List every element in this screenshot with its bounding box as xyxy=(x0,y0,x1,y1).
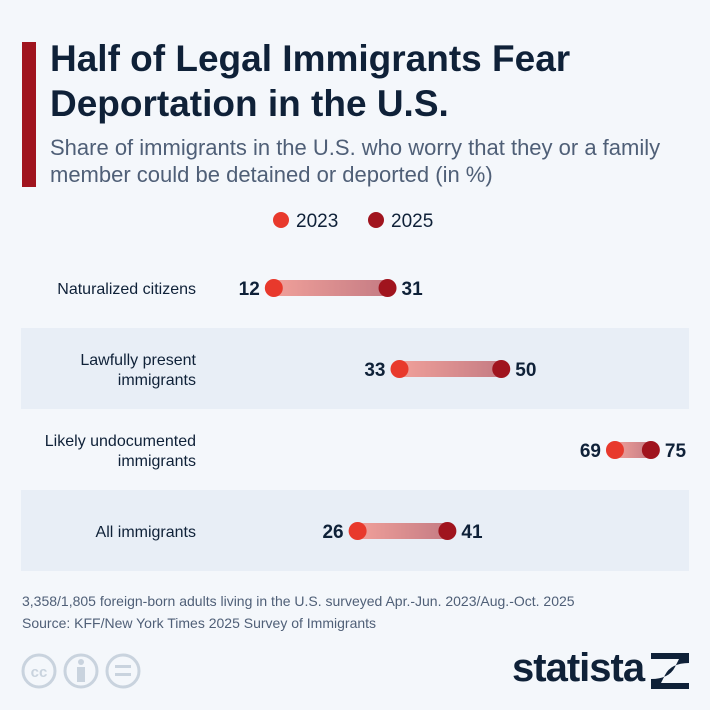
legend-label-2025: 2025 xyxy=(391,211,433,232)
category-label: Naturalized citizens xyxy=(57,281,196,298)
point-2025 xyxy=(378,279,397,297)
no-derivatives-icon xyxy=(105,653,141,689)
dumbbell-bar xyxy=(614,442,651,458)
dumbbell-bar xyxy=(357,523,448,539)
accent-bar xyxy=(22,42,36,187)
value-label-2023: 69 xyxy=(580,441,601,462)
value-label-2025: 41 xyxy=(461,522,483,543)
category-label: immigrants xyxy=(118,372,196,389)
chart-subtitle: Share of immigrants in the U.S. who worr… xyxy=(50,135,661,187)
attribution-icon xyxy=(63,653,99,689)
legend-marker-2023 xyxy=(273,212,289,228)
category-label: immigrants xyxy=(118,453,196,470)
dumbbell-chart: 2023 2025 Naturalized citizens 12 31 Lawfully… xyxy=(21,211,689,571)
statista-logo-mark xyxy=(651,653,689,689)
source: Source: KFF/New York Times 2025 Survey o… xyxy=(22,615,377,631)
point-2023 xyxy=(264,279,283,297)
point-2023 xyxy=(390,360,409,378)
category-label: Lawfully present xyxy=(80,352,196,369)
category-label: Likely undocumented xyxy=(45,433,196,450)
chart-title: Half of Legal Immigrants Fear Deportatio… xyxy=(50,38,571,124)
point-2023 xyxy=(348,522,367,540)
dumbbell-bar xyxy=(399,361,502,377)
license-icons: cc xyxy=(21,653,141,689)
value-label-2025: 50 xyxy=(515,360,536,381)
value-label-2023: 12 xyxy=(239,279,260,300)
value-label-2025: 75 xyxy=(665,441,687,462)
point-2025 xyxy=(492,360,511,378)
value-label-2025: 31 xyxy=(402,279,424,300)
dumbbell-bar xyxy=(273,280,388,296)
point-2025 xyxy=(641,441,660,459)
value-label-2023: 26 xyxy=(322,522,343,543)
value-label-2023: 33 xyxy=(364,360,385,381)
row-band xyxy=(21,328,689,409)
cc-icon xyxy=(21,653,57,689)
legend-label-2023: 2023 xyxy=(296,211,338,232)
legend-marker-2025 xyxy=(368,212,384,228)
footnote: 3,358/1,805 foreign-born adults living i… xyxy=(22,593,575,609)
point-2023 xyxy=(605,441,624,459)
point-2025 xyxy=(438,522,457,540)
svg-text:cc: cc xyxy=(31,664,48,681)
category-label: All immigrants xyxy=(96,524,196,541)
statista-logo: statista xyxy=(512,646,645,690)
